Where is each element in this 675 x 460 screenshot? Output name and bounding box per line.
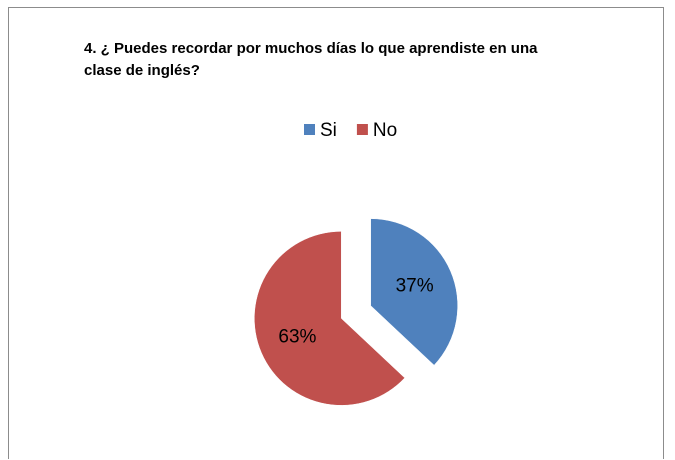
pie-slice	[370, 218, 458, 366]
data-label: 63%	[278, 326, 316, 347]
chart-frame	[8, 7, 664, 459]
legend-swatch	[356, 124, 368, 135]
legend-label: Si	[320, 120, 337, 141]
data-label: 37%	[396, 276, 434, 297]
chart-title: 4. ¿ Puedes recordar por muchos días lo …	[84, 40, 538, 79]
legend-label: No	[373, 120, 397, 141]
pie-slice	[254, 231, 406, 406]
legend-swatch	[304, 124, 315, 135]
